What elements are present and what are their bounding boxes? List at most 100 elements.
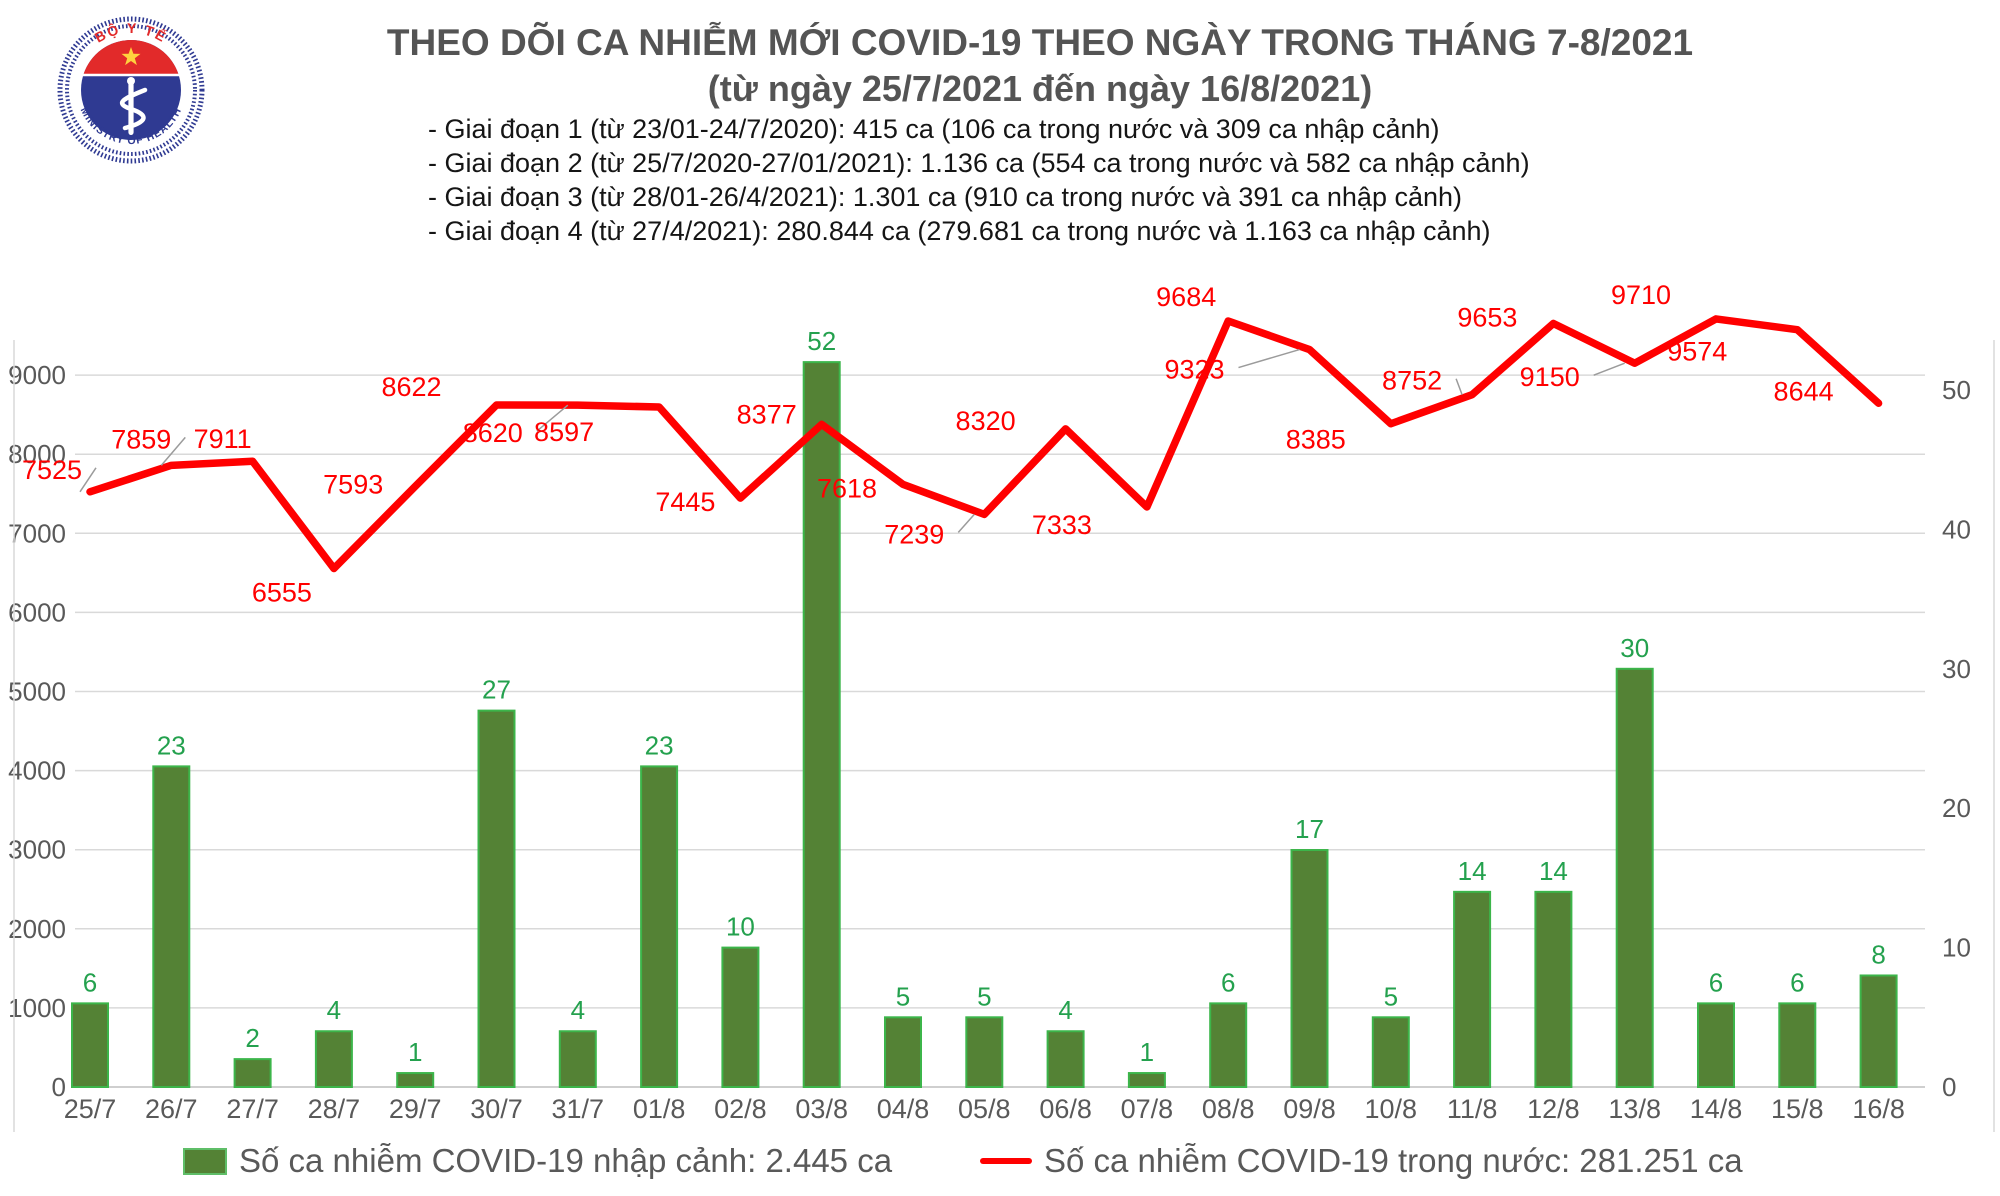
left-axis-tick-label: 5000 — [8, 677, 66, 707]
x-axis-label: 15/8 — [1771, 1094, 1824, 1124]
label-leader-line — [79, 467, 97, 493]
bar-imported-cases — [721, 946, 760, 1088]
line-value-label: 6555 — [252, 577, 312, 607]
line-value-label: 9653 — [1457, 302, 1517, 332]
line-value-label: 8377 — [737, 399, 797, 429]
bar-imported-cases — [1697, 1002, 1735, 1088]
left-axis-tick-label: 2000 — [8, 914, 66, 944]
x-axis-label: 27/7 — [226, 1094, 279, 1124]
line-value-label: 9150 — [1520, 362, 1580, 392]
bar-imported-cases — [1290, 849, 1329, 1089]
x-axis-label: 30/7 — [470, 1094, 523, 1124]
bar-imported-cases — [233, 1058, 272, 1088]
left-axis-tick-label: 6000 — [8, 597, 66, 627]
bar-value-label: 6 — [83, 967, 97, 997]
bar-value-label: 8 — [1871, 939, 1885, 969]
x-axis-label: 14/8 — [1690, 1094, 1743, 1124]
bar-imported-cases — [314, 1030, 353, 1088]
star-icon — [121, 47, 141, 66]
line-value-label: 8597 — [534, 417, 594, 447]
phase-1-summary: - Giai đoạn 1 (từ 23/01-24/7/2020): 415 … — [428, 114, 1440, 144]
x-axis-label: 09/8 — [1283, 1094, 1336, 1124]
phase-3-summary: - Giai đoạn 3 (từ 28/01-26/4/2021): 1.30… — [428, 182, 1463, 212]
bar-imported-cases — [802, 361, 841, 1088]
x-axis-label: 10/8 — [1365, 1094, 1418, 1124]
bar-imported-cases — [640, 765, 679, 1088]
line-value-label: 7618 — [817, 473, 877, 503]
bar-imported-cases — [1534, 890, 1573, 1089]
x-axis-label: 31/7 — [552, 1094, 605, 1124]
bar-value-label: 17 — [1295, 814, 1324, 844]
bar-imported-cases — [1046, 1030, 1085, 1088]
line-value-label: 8620 — [463, 418, 523, 448]
bar-value-label: 6 — [1709, 967, 1723, 997]
bar-value-label: 27 — [482, 675, 511, 705]
rod-of-asclepius-icon — [119, 77, 148, 135]
legend-line-swatch-icon — [980, 1158, 1032, 1164]
x-axis-label: 02/8 — [714, 1094, 767, 1124]
right-axis-tick-label: 30 — [1942, 654, 1971, 684]
x-axis-label: 01/8 — [633, 1094, 686, 1124]
bar-value-label: 14 — [1539, 856, 1568, 886]
bar-value-label: 14 — [1458, 856, 1487, 886]
ministry-of-health-logo: BỘ Y TẾ MINISTRY OF HEALTH — [55, 10, 207, 166]
x-axis-label: 07/8 — [1121, 1094, 1174, 1124]
bar-imported-cases — [152, 765, 191, 1088]
bar-imported-cases — [1778, 1002, 1817, 1088]
bar-value-label: 30 — [1620, 633, 1649, 663]
bar-value-label: 10 — [726, 912, 755, 942]
line-value-label: 7911 — [194, 424, 252, 454]
x-axis-label: 25/7 — [64, 1094, 117, 1124]
bar-imported-cases — [965, 1016, 1004, 1088]
bar-value-label: 23 — [157, 730, 186, 760]
bar-imported-cases — [558, 1030, 597, 1088]
label-leader-line — [160, 436, 186, 466]
left-axis-tick-label: 0 — [52, 1072, 66, 1102]
left-axis-tick-label: 9000 — [8, 360, 66, 390]
bar-imported-cases — [396, 1072, 435, 1089]
bar-value-label: 2 — [245, 1023, 259, 1053]
right-axis-tick-label: 0 — [1942, 1072, 1956, 1102]
phase-summary: - Giai đoạn 1 (từ 23/01-24/7/2020): 415 … — [428, 112, 1530, 248]
x-axis-label: 29/7 — [389, 1094, 442, 1124]
bar-value-label: 4 — [571, 995, 585, 1025]
x-axis-label: 13/8 — [1608, 1094, 1661, 1124]
left-axis-tick-label: 3000 — [8, 835, 66, 865]
left-axis-tick-label: 8000 — [8, 439, 66, 469]
bar-value-label: 52 — [807, 326, 836, 356]
left-axis-tick-label: 4000 — [8, 756, 66, 786]
bar-imported-cases — [1209, 1002, 1248, 1088]
legend-item-imported: Số ca nhiễm COVID-19 nhập cảnh: 2.445 ca — [183, 1142, 892, 1180]
bar-value-label: 1 — [1140, 1037, 1154, 1067]
bar-imported-cases — [1371, 1016, 1410, 1088]
bar-value-label: 6 — [1221, 967, 1235, 997]
label-leader-line — [1593, 362, 1625, 376]
line-value-label: 9710 — [1611, 280, 1671, 310]
line-value-label: 8752 — [1382, 366, 1442, 396]
x-axis-label: 26/7 — [145, 1094, 198, 1124]
bar-imported-cases — [884, 1016, 922, 1088]
line-value-label: 8622 — [381, 372, 441, 402]
right-axis-tick-label: 40 — [1942, 514, 1971, 544]
x-axis-label: 04/8 — [877, 1094, 930, 1124]
line-value-label: 9574 — [1667, 337, 1727, 367]
line-value-label: 7593 — [323, 469, 383, 499]
x-axis-label: 05/8 — [958, 1094, 1011, 1124]
label-leader-line — [1455, 378, 1463, 395]
right-axis-tick-label: 50 — [1942, 375, 1971, 405]
x-axis-label: 06/8 — [1039, 1094, 1092, 1124]
bar-value-label: 4 — [327, 995, 341, 1025]
bar-imported-cases — [1453, 890, 1492, 1089]
bar-value-label: 5 — [896, 981, 910, 1011]
domestic-cases-line — [86, 315, 1883, 573]
bar-imported-cases — [477, 709, 516, 1088]
x-axis-label: 11/8 — [1447, 1094, 1498, 1124]
right-axis-tick-label: 10 — [1942, 933, 1971, 963]
line-value-label: 9323 — [1164, 355, 1224, 385]
x-axis-label: 16/8 — [1852, 1094, 1905, 1124]
line-value-label: 7333 — [1032, 510, 1092, 540]
line-value-label: 8320 — [956, 406, 1016, 436]
bar-imported-cases — [1127, 1072, 1166, 1089]
x-axis-label: 03/8 — [795, 1094, 848, 1124]
bar-value-label: 23 — [645, 730, 674, 760]
